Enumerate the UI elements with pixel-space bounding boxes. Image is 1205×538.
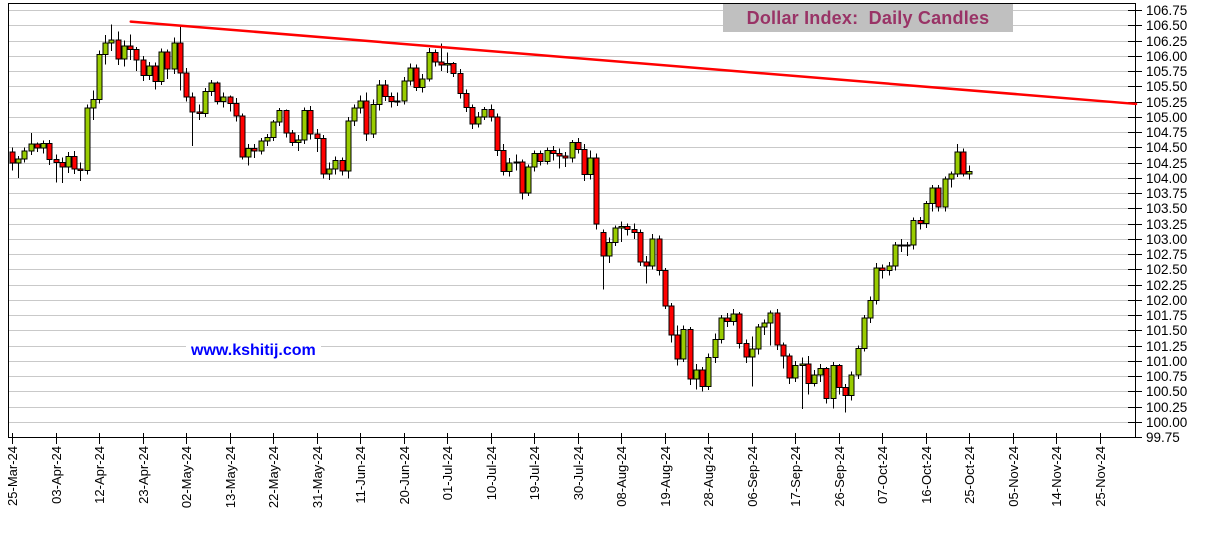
- svg-text:06-Sep-24: 06-Sep-24: [745, 446, 760, 507]
- svg-text:106.00: 106.00: [1146, 49, 1187, 64]
- svg-text:16-Oct-24: 16-Oct-24: [919, 446, 934, 504]
- svg-text:106.25: 106.25: [1146, 34, 1187, 49]
- svg-text:105.00: 105.00: [1146, 110, 1187, 125]
- svg-text:25-Oct-24: 25-Oct-24: [962, 446, 977, 504]
- svg-text:100.00: 100.00: [1146, 415, 1187, 430]
- svg-text:12-Apr-24: 12-Apr-24: [92, 446, 107, 504]
- svg-text:101.50: 101.50: [1146, 323, 1187, 338]
- svg-text:106.50: 106.50: [1146, 18, 1187, 33]
- svg-text:01-Jul-24: 01-Jul-24: [440, 446, 455, 500]
- svg-text:25-Nov-24: 25-Nov-24: [1093, 446, 1108, 507]
- svg-text:11-Jun-24: 11-Jun-24: [353, 446, 368, 504]
- svg-text:106.75: 106.75: [1146, 3, 1187, 18]
- svg-text:104.25: 104.25: [1146, 156, 1187, 171]
- svg-text:102.75: 102.75: [1146, 247, 1187, 262]
- svg-text:104.50: 104.50: [1146, 140, 1187, 155]
- svg-text:100.50: 100.50: [1146, 384, 1187, 399]
- svg-text:103.00: 103.00: [1146, 232, 1187, 247]
- svg-text:30-Jul-24: 30-Jul-24: [571, 446, 586, 500]
- chart-title: Dollar Index: Daily Candles: [723, 4, 1013, 32]
- svg-text:100.25: 100.25: [1146, 400, 1187, 415]
- svg-text:102.50: 102.50: [1146, 262, 1187, 277]
- svg-text:105.75: 105.75: [1146, 64, 1187, 79]
- svg-text:105.50: 105.50: [1146, 79, 1187, 94]
- svg-text:02-May-24: 02-May-24: [179, 446, 194, 508]
- svg-text:103.50: 103.50: [1146, 201, 1187, 216]
- svg-text:07-Oct-24: 07-Oct-24: [875, 446, 890, 504]
- svg-text:28-Aug-24: 28-Aug-24: [701, 446, 716, 507]
- svg-text:103.25: 103.25: [1146, 217, 1187, 232]
- svg-text:14-Nov-24: 14-Nov-24: [1049, 446, 1064, 507]
- svg-text:03-Apr-24: 03-Apr-24: [49, 446, 64, 504]
- svg-text:104.75: 104.75: [1146, 125, 1187, 140]
- svg-text:19-Jul-24: 19-Jul-24: [527, 446, 542, 500]
- svg-text:31-May-24: 31-May-24: [310, 446, 325, 508]
- svg-text:23-Apr-24: 23-Apr-24: [136, 446, 151, 504]
- svg-text:102.25: 102.25: [1146, 278, 1187, 293]
- svg-text:26-Sep-24: 26-Sep-24: [832, 446, 847, 507]
- svg-text:99.75: 99.75: [1146, 430, 1180, 445]
- svg-text:08-Aug-24: 08-Aug-24: [614, 446, 629, 507]
- svg-text:17-Sep-24: 17-Sep-24: [788, 446, 803, 507]
- svg-text:10-Jul-24: 10-Jul-24: [484, 446, 499, 500]
- svg-text:101.00: 101.00: [1146, 354, 1187, 369]
- svg-text:22-May-24: 22-May-24: [266, 446, 281, 508]
- svg-text:105.25: 105.25: [1146, 95, 1187, 110]
- svg-text:100.75: 100.75: [1146, 369, 1187, 384]
- svg-text:101.25: 101.25: [1146, 339, 1187, 354]
- svg-text:05-Nov-24: 05-Nov-24: [1006, 446, 1021, 507]
- svg-text:104.00: 104.00: [1146, 171, 1187, 186]
- svg-text:103.75: 103.75: [1146, 186, 1187, 201]
- svg-text:101.75: 101.75: [1146, 308, 1187, 323]
- svg-text:13-May-24: 13-May-24: [223, 446, 238, 508]
- svg-text:102.00: 102.00: [1146, 293, 1187, 308]
- svg-text:19-Aug-24: 19-Aug-24: [658, 446, 673, 507]
- svg-text:20-Jun-24: 20-Jun-24: [397, 446, 412, 505]
- svg-text:25-Mar-24: 25-Mar-24: [5, 446, 20, 506]
- watermark-text: www.kshitij.com: [186, 341, 321, 361]
